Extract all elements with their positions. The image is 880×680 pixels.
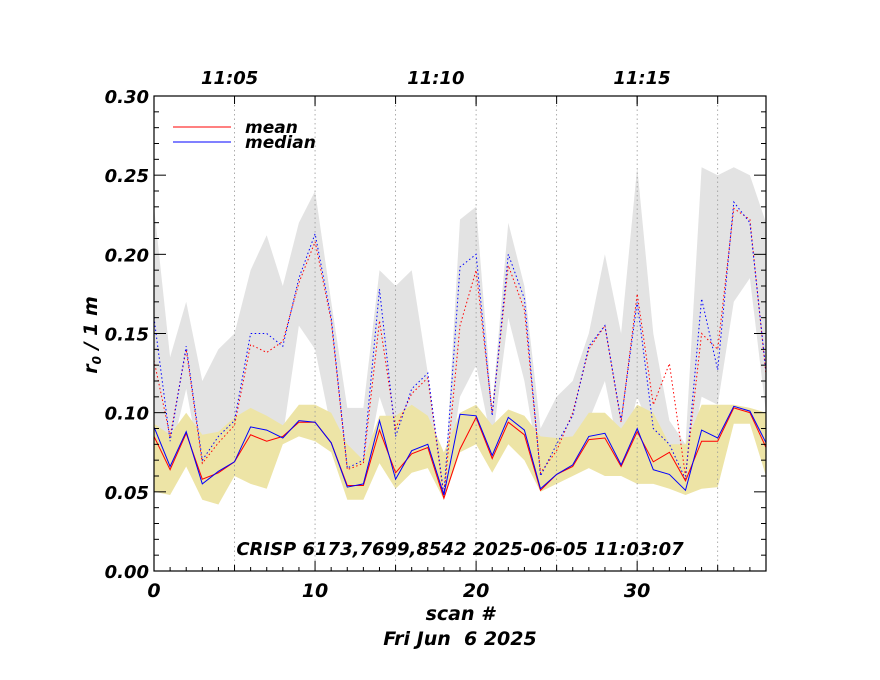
y-tick-label: 0.05 [105, 483, 149, 504]
x-tick-label: 30 [624, 580, 650, 602]
chart-annotation: CRISP 6173,7699,8542 2025-06-05 11:03:07 [236, 539, 684, 560]
tick-labels: 0 10 20 30 0.00 0.05 0.10 0.15 0.20 0.25 0.30 11:05… [105, 68, 671, 602]
y-tick-label: 0.25 [105, 166, 149, 187]
y-tick-label: 0.00 [105, 562, 149, 583]
date-label: Fri Jun 6 2025 [383, 628, 536, 650]
range-bands [154, 167, 766, 505]
time-label: 11:05 [201, 68, 258, 89]
series-line-mean-upper [153, 207, 767, 497]
x-tick-label: 10 [302, 580, 328, 602]
series-line-median-upper [153, 200, 767, 496]
band-gray [154, 167, 766, 500]
y-tick-label: 0.15 [105, 325, 149, 346]
y-tick-label: 0.30 [105, 87, 149, 108]
x-axis-label: scan # [426, 603, 497, 625]
y-axis-label-sub: 0 [90, 356, 104, 364]
y-tick-label: 0.20 [105, 245, 149, 266]
tick-marks [153, 95, 767, 572]
series-line-mean [153, 407, 767, 500]
x-tick-label: 20 [463, 580, 489, 602]
series-lines [153, 200, 767, 500]
y-tick-label: 0.10 [105, 404, 149, 425]
legend-label-median: median [245, 133, 316, 153]
legend-label-mean: mean [245, 118, 298, 138]
x-tick-label: 0 [147, 580, 160, 602]
series-line-median [153, 405, 767, 496]
time-label: 11:15 [613, 68, 670, 89]
y-axis-label: r0 / 1 m [80, 296, 104, 374]
y-axis-label-main: r [80, 363, 102, 374]
y-axis-label-rest: / 1 m [80, 296, 102, 356]
band-yellow [154, 404, 766, 505]
time-label: 11:10 [407, 68, 464, 89]
